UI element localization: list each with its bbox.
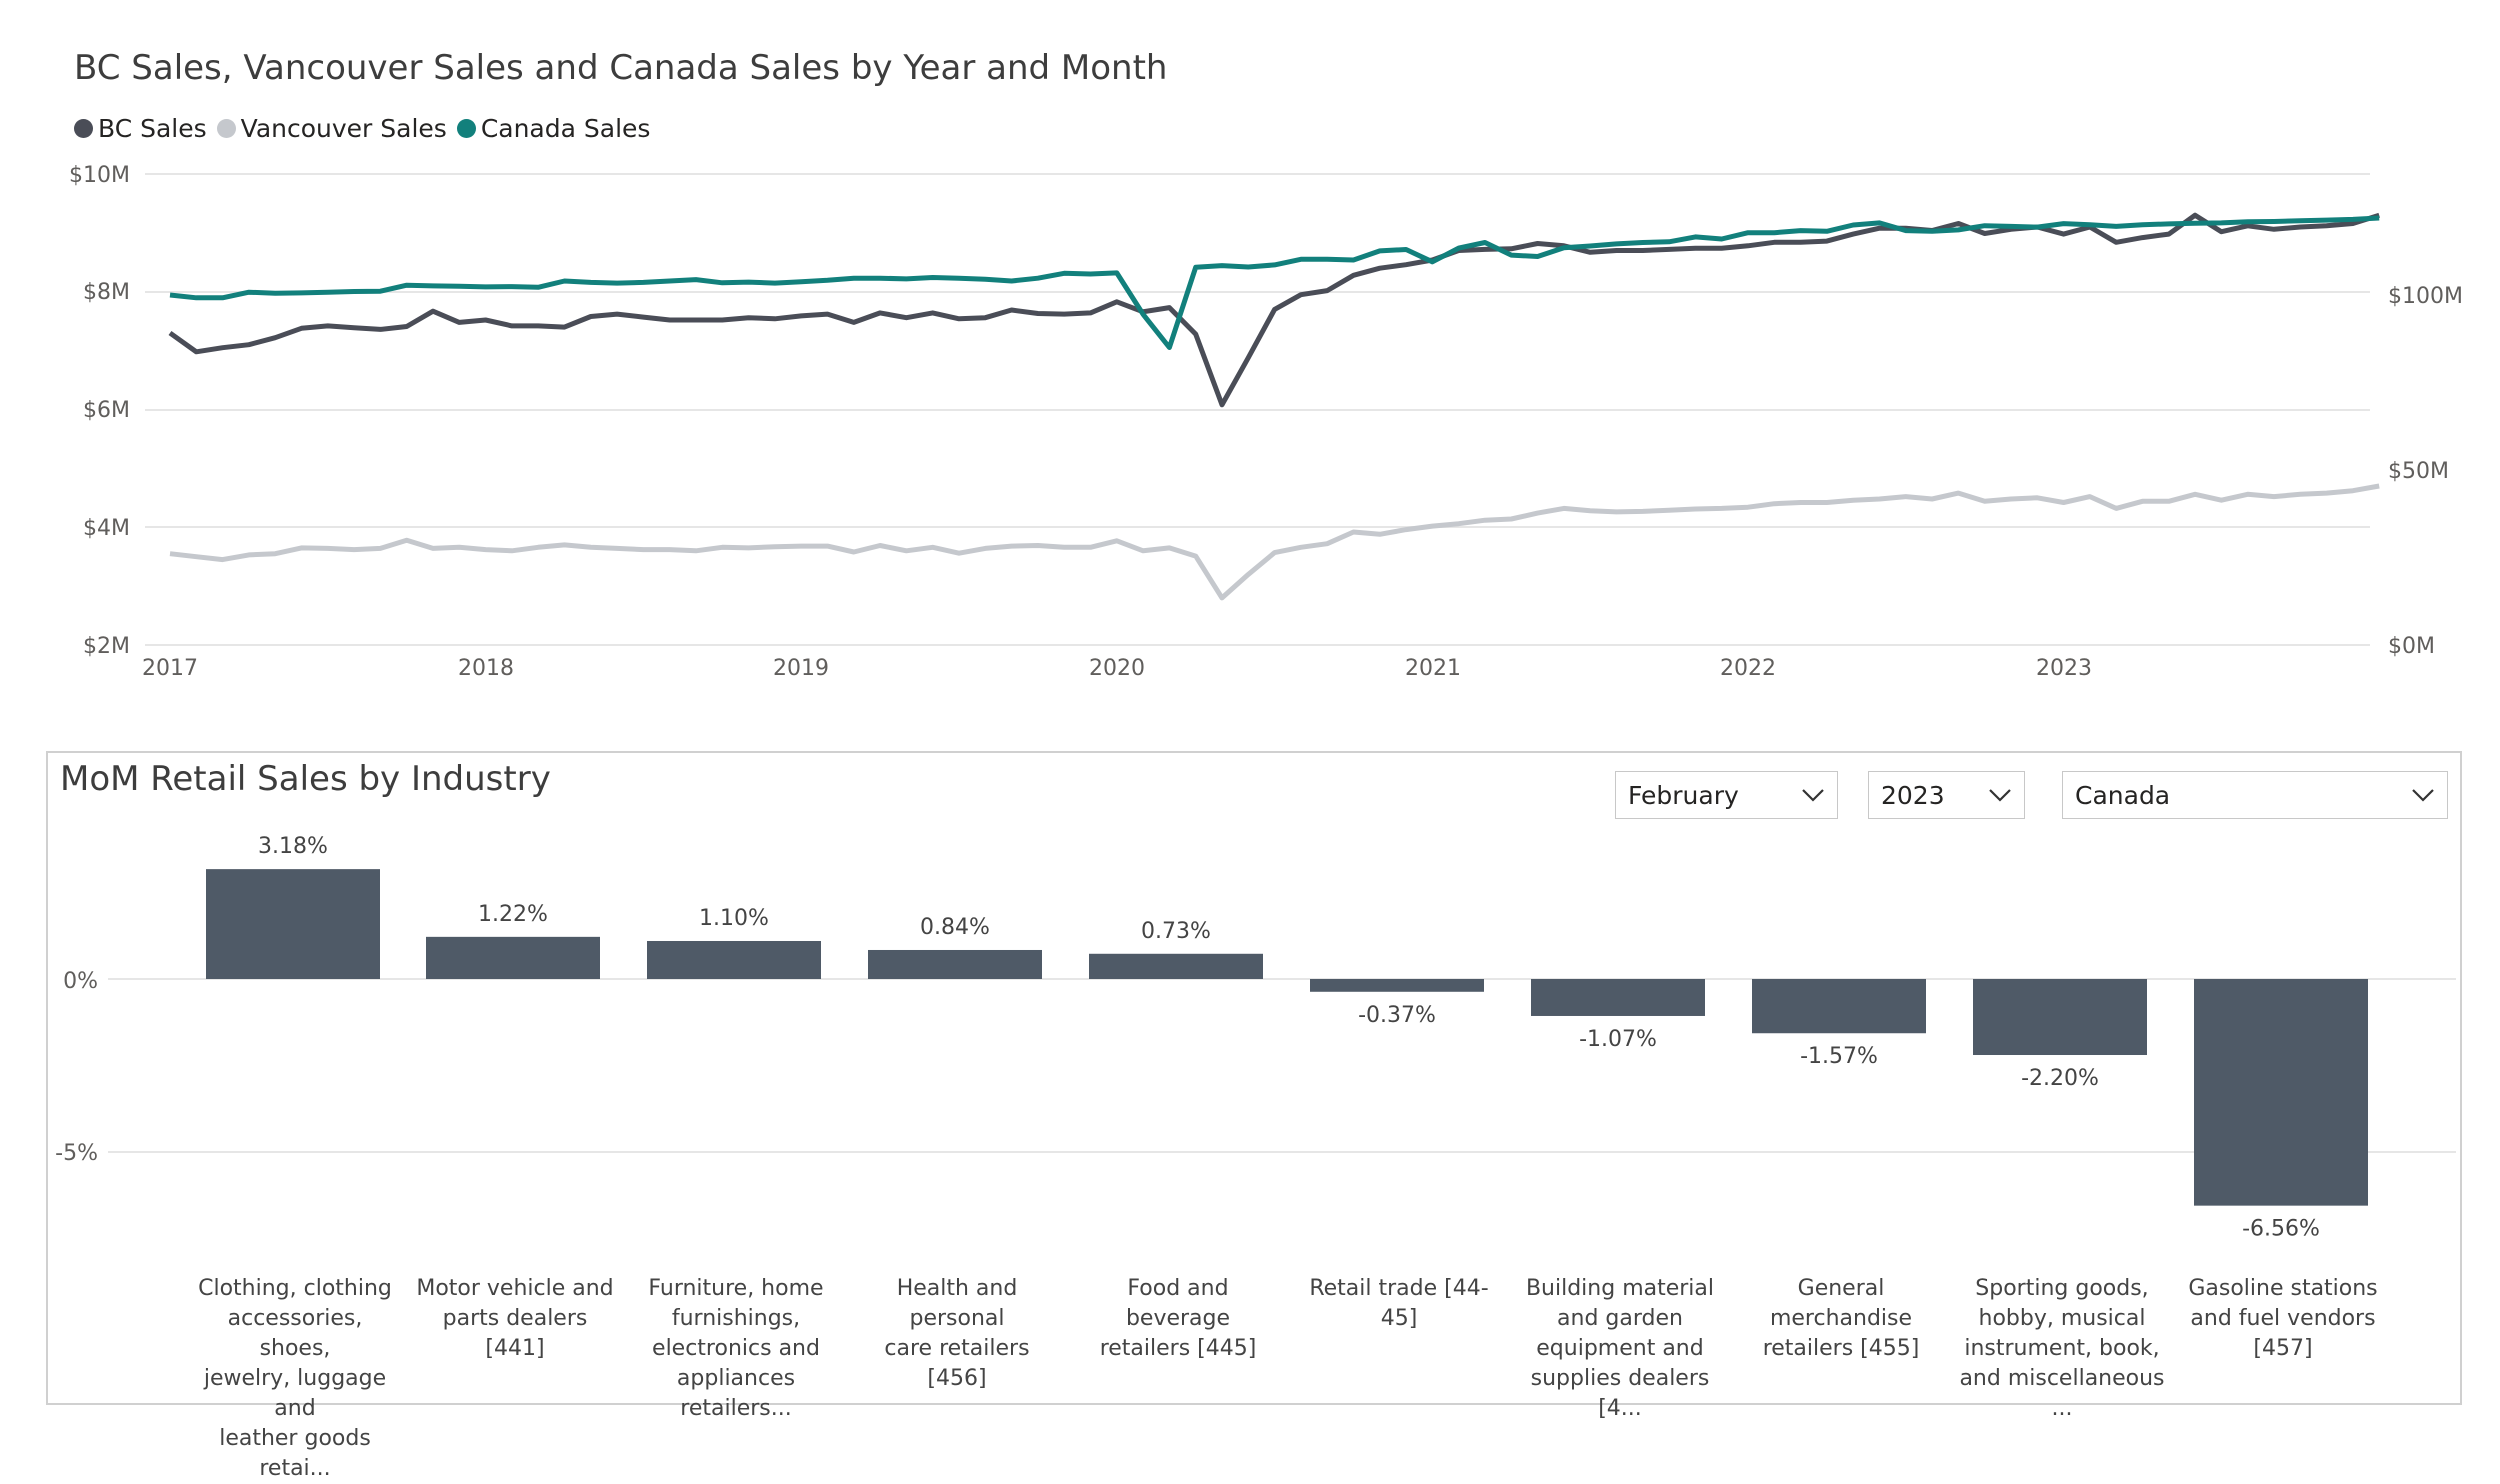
bar-category-label-line: General [1797,1276,1885,1301]
bar-category-label-line: [457] [2253,1336,2313,1361]
bar-category-label-line: and fuel vendors [2190,1306,2376,1331]
x-tick-label: 2022 [1720,656,1776,681]
bar-category-label-line: Building material [1525,1276,1715,1301]
legend-label-canada-sales: Canada Sales [480,114,651,143]
x-tick-label: 2020 [1089,656,1145,681]
line-chart-gridlines [145,173,2370,646]
bar-category-label-line: parts dealers [441] [442,1306,588,1361]
series-line-canada-sales[interactable] [169,215,2380,350]
bar-category-label: Food and beverage retailers [445] [1073,1274,1283,1364]
bar-category-label: General merchandise retailers [455] [1736,1274,1946,1364]
line-chart-legend: BC Sales Vancouver Sales Canada Sales [74,114,660,143]
chevron-down-icon [1988,783,2012,807]
line-chart-title: BC Sales, Vancouver Sales and Canada Sal… [74,48,1168,88]
bar-category-label-line: furnishings, [671,1306,801,1331]
month-slicer-value: February [1628,780,1739,810]
bar-category-label-line: Motor vehicle and [416,1276,614,1301]
bar-category-label-line: Furniture, home [648,1276,824,1301]
right-tick-label: $50M [2388,459,2449,484]
bar-chart-title: MoM Retail Sales by Industry [60,759,551,799]
bar-category-label-line: retailers [455] [1762,1336,1920,1361]
bar-category-label-line: care retailers [456] [884,1336,1030,1391]
bar-category-label: Health and personal care retailers [456] [852,1274,1062,1394]
bar-category-label: Furniture, home furnishings, electronics a… [631,1274,841,1424]
legend-marker-canada-sales [456,119,476,138]
left-tick-label: $6M [83,398,130,423]
bar-category-label-line: leather goods retai... [219,1426,371,1481]
region-slicer-value: Canada [2075,780,2171,810]
bar-category-label: Retail trade [44-45] [1294,1274,1504,1334]
right-tick-label: $100M [2388,284,2463,309]
bar-category-label-line: hobby, musical [1978,1306,2146,1331]
legend-label-bc-sales: BC Sales [98,114,207,143]
right-axis: $0M $50M $100M [2388,284,2463,659]
bar-category-label: Sporting goods, hobby, musical instrument,… [1957,1274,2167,1424]
left-tick-label: $4M [83,516,130,541]
bar-category-label: Building material and garden equipment and… [1515,1274,1725,1424]
x-axis: 2017 2018 2019 2020 2021 2022 2023 [142,656,2092,681]
left-axis: $2M $4M $6M $8M $10M [69,163,130,659]
bar-category-label-line: and miscellaneous ... [1959,1366,2165,1421]
bar-category-label-line: Retail trade [44-45] [1309,1276,1489,1331]
right-tick-label: $0M [2388,634,2435,659]
bar-category-label-line: equipment and [1536,1336,1704,1361]
bar-category-label-line: instrument, book, [1964,1336,2160,1361]
bar-category-label-line: and garden [1557,1306,1683,1331]
bar-category-label: Clothing, clothing accessories, shoes, jew… [190,1274,400,1484]
legend-item-vancouver-sales[interactable]: Vancouver Sales [216,114,447,143]
bar-category-label-line: jewelry, luggage and [203,1366,387,1421]
legend-item-bc-sales[interactable]: BC Sales [74,114,207,143]
year-slicer[interactable]: 2023 [1868,771,2025,819]
series-line-vancouver-sales[interactable] [169,483,2380,601]
left-tick-label: $2M [83,634,130,659]
left-tick-label: $10M [69,163,130,188]
bar-category-label: Motor vehicle and parts dealers [441] [410,1274,620,1364]
series-line-bc-sales[interactable] [168,212,2380,408]
chevron-down-icon [2411,783,2435,807]
bar-category-label-line: appliances retailers... [676,1366,796,1421]
bar-category-label-line: Food and beverage [1125,1276,1231,1331]
legend-label-vancouver-sales: Vancouver Sales [240,114,447,143]
month-slicer[interactable]: February [1615,771,1838,819]
bar-category-label-line: Health and personal [896,1276,1018,1331]
bar-category-label-line: supplies dealers [4... [1530,1366,1710,1421]
legend-marker-vancouver-sales [216,119,236,138]
bar-chart-panel: MoM Retail Sales by Industry February 20… [46,751,2462,1481]
year-slicer-value: 2023 [1881,780,1945,810]
legend-marker-bc-sales [74,119,93,138]
left-tick-label: $8M [83,280,130,305]
x-tick-label: 2019 [773,656,829,681]
bar-category-label: Gasoline stations and fuel vendors [457] [2178,1274,2388,1364]
legend-item-canada-sales[interactable]: Canada Sales [456,114,651,143]
bar-category-label-line: Sporting goods, [1975,1276,2149,1301]
x-tick-label: 2021 [1405,656,1461,681]
x-tick-label: 2018 [458,656,514,681]
bar-category-label-line: merchandise [1769,1306,1913,1331]
bar-category-label-line: electronics and [652,1336,820,1361]
bar-category-label-line: Gasoline stations [2188,1276,2378,1301]
region-slicer[interactable]: Canada [2062,771,2448,819]
bar-category-label-line: accessories, shoes, [227,1306,363,1361]
x-tick-label: 2017 [142,656,198,681]
line-chart-plot: $2M $4M $6M $8M $10M $0M $50M $100M 2017… [69,163,2463,681]
bar-category-label-line: Clothing, clothing [198,1276,392,1301]
chevron-down-icon [1801,783,1825,807]
x-tick-label: 2023 [2036,656,2092,681]
bar-category-label-line: retailers [445] [1099,1336,1257,1361]
